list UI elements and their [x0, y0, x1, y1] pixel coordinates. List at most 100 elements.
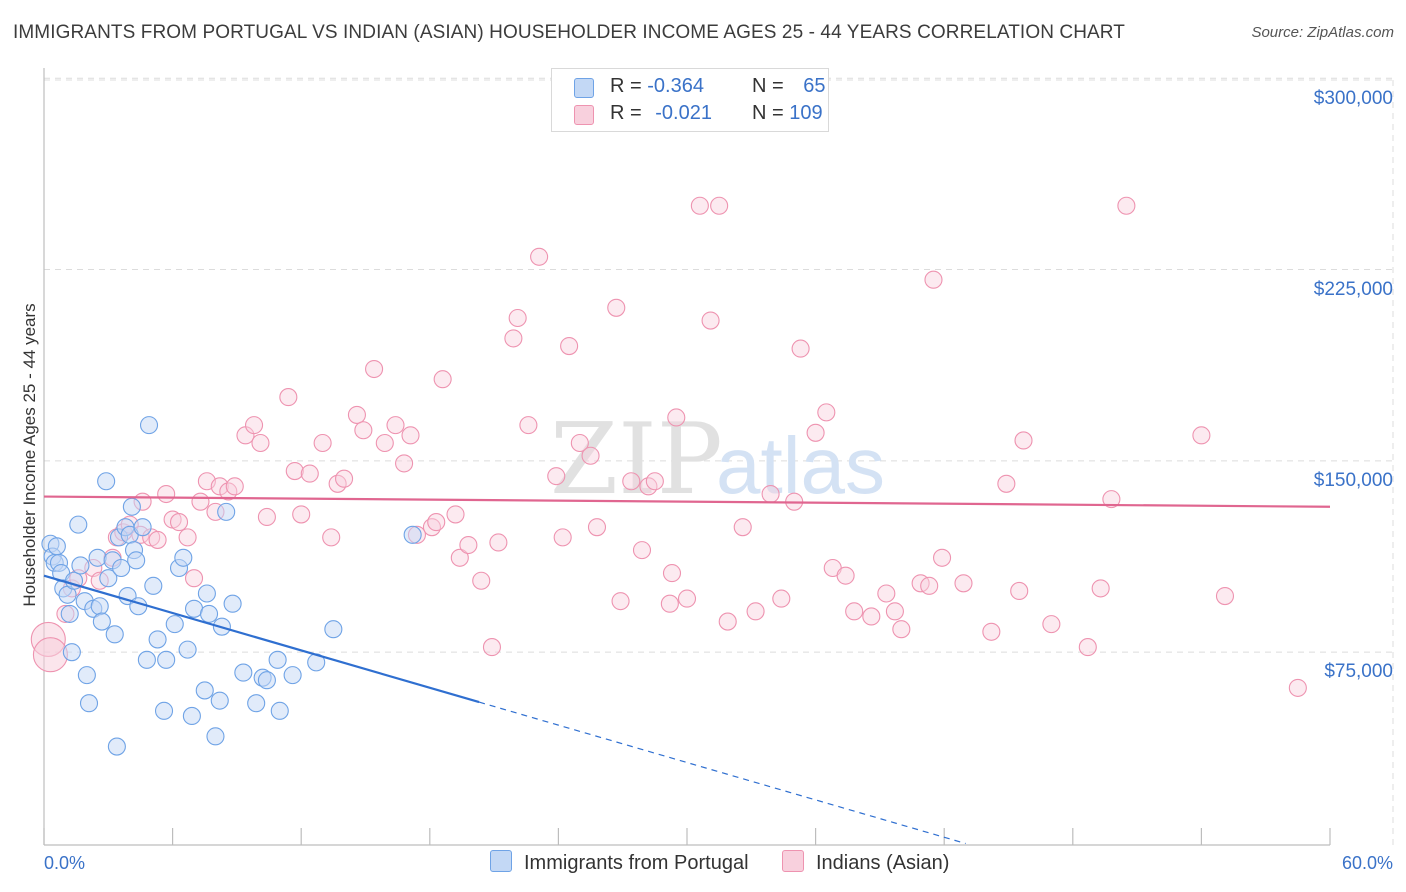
- pink-point: [354, 421, 373, 440]
- series-indians-asian: [30, 196, 1307, 697]
- pink-point: [225, 477, 244, 496]
- pink-point: [954, 574, 973, 593]
- legend-swatch-pink: [574, 105, 594, 125]
- blue-point: [88, 548, 107, 567]
- pink-point: [746, 602, 765, 621]
- pink-point: [560, 337, 579, 356]
- pink-point: [472, 571, 491, 590]
- pink-point: [1042, 615, 1061, 634]
- pink-point: [667, 408, 686, 427]
- trend-line-portugal-extension: [478, 701, 966, 845]
- watermark: ZIP atlas: [550, 403, 885, 517]
- bottom-legend-indians: Indians (Asian): [782, 850, 949, 875]
- pink-point: [611, 592, 630, 611]
- pink-point: [489, 533, 508, 552]
- blue-point: [268, 650, 287, 669]
- blue-point: [403, 525, 422, 544]
- correlation-legend: R = -0.364 N = 65 R = -0.021 N = 109: [551, 68, 829, 132]
- pink-point: [210, 477, 229, 496]
- blue-point: [92, 612, 111, 631]
- pink-point: [892, 620, 911, 639]
- pink-point: [817, 403, 836, 422]
- blue-point: [71, 556, 90, 575]
- pink-point: [365, 359, 384, 379]
- pink-point: [169, 513, 189, 532]
- bottom-legend-label-portugal: Immigrants from Portugal: [524, 852, 749, 874]
- pink-point: [772, 589, 791, 608]
- blue-point: [210, 691, 229, 710]
- pink-point: [710, 196, 729, 215]
- pink-point: [292, 505, 311, 524]
- blue-point: [127, 551, 146, 570]
- blue-point: [62, 643, 81, 662]
- pink-point: [375, 433, 394, 453]
- blue-point: [223, 594, 242, 613]
- pink-point: [701, 311, 720, 330]
- x-tick-label-max: 60.0%: [1342, 853, 1393, 873]
- pink-point: [645, 472, 664, 491]
- pink-point: [547, 467, 566, 486]
- y-tick-label: $225,000: [1314, 279, 1393, 300]
- pink-point: [761, 484, 780, 504]
- pink-point: [622, 472, 641, 491]
- pink-point: [845, 602, 864, 621]
- y-tick-label: $150,000: [1314, 470, 1393, 491]
- bottom-legend-swatch-blue: [490, 850, 512, 872]
- bottom-legend-label-indians: Indians (Asian): [816, 852, 950, 874]
- pink-point: [570, 433, 589, 453]
- blue-point: [217, 502, 236, 521]
- pink-point: [836, 566, 855, 585]
- pink-point: [982, 622, 1001, 641]
- legend-swatch-blue: [574, 78, 594, 98]
- pink-point: [690, 196, 709, 215]
- blue-point: [283, 666, 302, 685]
- legend-r-portugal: R = -0.364: [610, 75, 704, 97]
- blue-point: [197, 584, 216, 603]
- pink-point: [632, 541, 652, 560]
- trend-line-indians: [43, 495, 1331, 508]
- pink-point: [148, 530, 167, 549]
- blue-point: [165, 615, 184, 634]
- blue-point: [184, 599, 204, 618]
- pink-point: [313, 433, 332, 453]
- pink-point: [581, 446, 600, 465]
- pink-point: [427, 513, 446, 532]
- pink-point: [395, 454, 414, 473]
- pink-point: [300, 464, 319, 483]
- legend-r-indians: R = -0.021: [610, 102, 712, 124]
- source-note: Source: ZipAtlas.com: [1251, 24, 1394, 41]
- blue-point: [144, 576, 163, 595]
- pink-point: [718, 612, 737, 631]
- blue-point: [112, 558, 131, 578]
- blue-point: [324, 620, 343, 639]
- legend-n-indians: N = 109: [752, 102, 823, 124]
- blue-point: [234, 663, 253, 682]
- pink-point: [433, 370, 452, 389]
- pink-point: [806, 423, 825, 442]
- axes: [43, 68, 1331, 846]
- pink-point: [677, 589, 697, 608]
- blue-point: [47, 537, 66, 556]
- blue-point: [247, 694, 266, 713]
- pink-point: [1010, 581, 1029, 601]
- pink-point: [401, 426, 420, 445]
- blue-point: [137, 650, 156, 669]
- pink-point: [885, 602, 904, 621]
- blue-point: [199, 604, 219, 623]
- blue-point: [90, 597, 109, 616]
- pink-point: [862, 607, 881, 626]
- blue-point: [195, 681, 214, 700]
- pink-point: [1078, 638, 1097, 657]
- pink-point: [191, 492, 210, 511]
- blue-point: [79, 694, 99, 713]
- pink-point: [1192, 426, 1211, 445]
- watermark-atlas: atlas: [716, 421, 885, 510]
- blue-point: [107, 737, 126, 756]
- blue-point: [69, 515, 88, 534]
- pink-point: [733, 518, 752, 537]
- pink-point: [933, 548, 952, 567]
- y-tick-label: $75,000: [1324, 661, 1393, 682]
- x-tick-label-min: 0.0%: [44, 853, 85, 873]
- pink-point: [662, 564, 682, 583]
